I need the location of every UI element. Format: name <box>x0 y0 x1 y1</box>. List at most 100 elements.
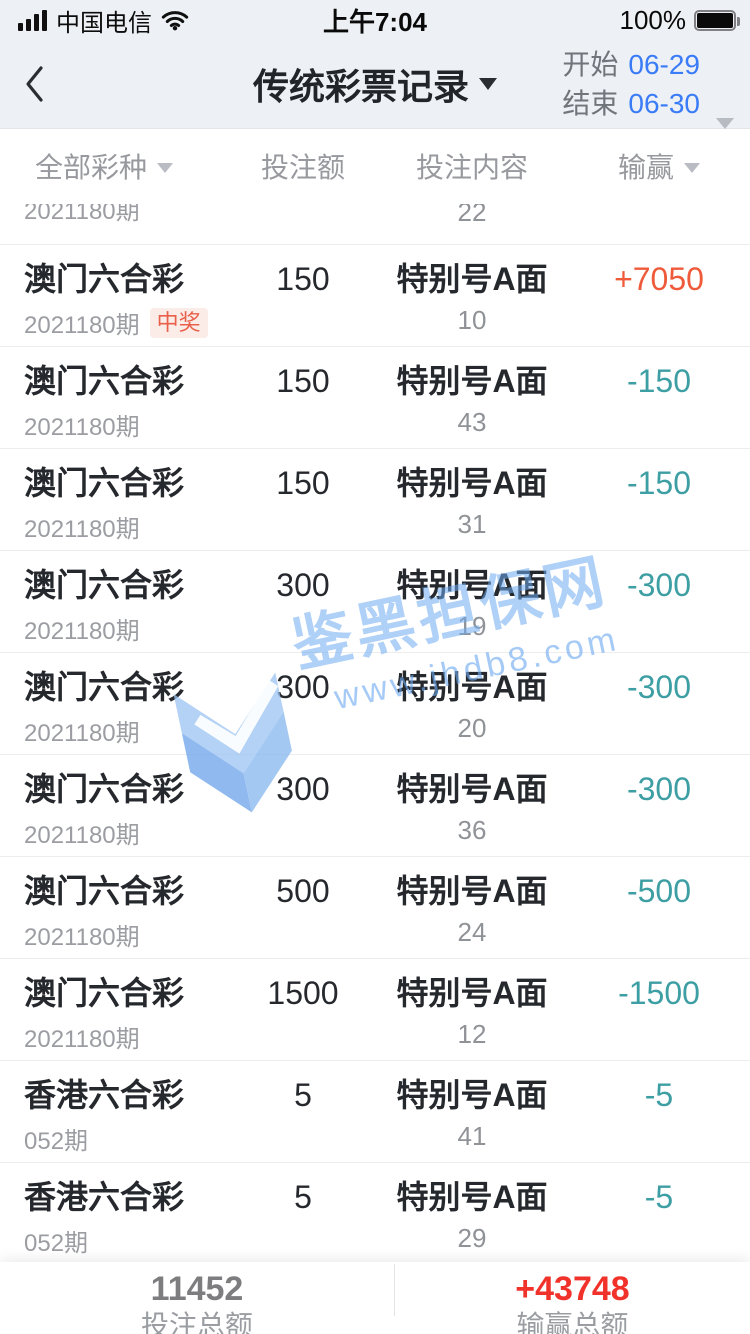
lottery-name: 澳门六合彩 <box>24 771 185 807</box>
total-result-value: +43748 <box>515 1270 630 1308</box>
lottery-name: 澳门六合彩 <box>24 363 185 399</box>
bet-amount: 500 <box>276 873 330 909</box>
bet-number: 19 <box>457 611 487 641</box>
totals-footer: 11452 投注总额 +43748 输赢总额 <box>0 1262 750 1334</box>
total-result-block: +43748 输赢总额 <box>395 1262 750 1334</box>
lottery-name: 澳门六合彩 <box>24 465 185 501</box>
lottery-name: 澳门六合彩 <box>24 975 185 1011</box>
draw-period: 052期 <box>24 1230 89 1257</box>
page-title: 传统彩票记录 <box>252 66 469 107</box>
bet-number: 36 <box>457 815 487 845</box>
record-row[interactable]: 澳门六合彩 2021180期 300 特别号A面 19 -300 <box>0 550 750 652</box>
start-date-label: 开始 <box>562 49 619 80</box>
result-value: -150 <box>626 465 692 501</box>
bet-content: 特别号A面 <box>396 975 548 1011</box>
filter-bar: 全部彩种 投注额 投注内容 输赢 <box>0 128 750 204</box>
result-value: -150 <box>626 363 692 399</box>
draw-period: 2021180期 <box>24 1026 140 1053</box>
bet-amount: 300 <box>276 771 330 807</box>
bet-content: 特别号A面 <box>396 669 548 705</box>
draw-period: 2021180期 <box>24 312 140 339</box>
chevron-left-icon <box>26 66 43 102</box>
back-button[interactable] <box>24 64 60 104</box>
bet-number: 20 <box>457 713 487 743</box>
bet-content: 特别号A面 <box>396 261 548 297</box>
record-row[interactable]: 香港六合彩 052期 5 特别号A面 29 -5 <box>0 1162 750 1262</box>
battery-percent-label: 100% <box>619 4 687 35</box>
bet-number: 24 <box>457 917 487 947</box>
bet-content: 特别号A面 <box>396 465 548 501</box>
record-row[interactable]: 香港六合彩 052期 5 特别号A面 41 -5 <box>0 1060 750 1162</box>
lottery-name: 香港六合彩 <box>24 1179 185 1215</box>
title-dropdown[interactable]: 传统彩票记录 <box>0 40 750 128</box>
bet-number: 12 <box>457 1019 487 1049</box>
result-value: -300 <box>626 567 692 603</box>
lottery-name: 澳门六合彩 <box>24 567 185 603</box>
status-bar: 中国电信 上午7:04 100% <box>0 0 750 40</box>
record-row[interactable]: 澳门六合彩 2021180期 300 特别号A面 20 -300 <box>0 652 750 754</box>
result-value: -300 <box>626 771 692 807</box>
lottery-name: 澳门六合彩 <box>24 669 185 705</box>
nav-bar: 传统彩票记录 开始 06-29 结束 06-30 <box>0 40 750 129</box>
partial-record-row[interactable]: 2021180期 22 <box>0 204 750 244</box>
bet-number: 10 <box>457 305 487 335</box>
draw-period: 2021180期 <box>24 720 140 747</box>
end-date-value[interactable]: 06-30 <box>628 88 700 119</box>
draw-period: 2021180期 <box>24 204 140 225</box>
bet-content: 特别号A面 <box>396 873 548 909</box>
clock-label: 上午7:04 <box>322 6 428 37</box>
end-date-label: 结束 <box>562 88 619 119</box>
record-row[interactable]: 澳门六合彩 2021180期 1500 特别号A面 12 -1500 <box>0 958 750 1060</box>
draw-period: 2021180期 <box>24 822 140 849</box>
cellular-signal-icon <box>18 9 47 31</box>
date-range-caret-icon[interactable] <box>716 118 734 129</box>
bet-content: 特别号A面 <box>396 771 548 807</box>
win-loss-sort[interactable]: 输赢 <box>588 146 730 186</box>
lottery-type-filter[interactable]: 全部彩种 <box>24 146 250 186</box>
record-row[interactable]: 澳门六合彩 2021180期 500 特别号A面 24 -500 <box>0 856 750 958</box>
total-bet-label: 投注总额 <box>140 1310 253 1334</box>
draw-period: 052期 <box>24 1128 89 1155</box>
bet-number: 43 <box>457 407 487 437</box>
records-list: 2021180期 22 澳门六合彩 2021180期 中奖 150 特别号A面 … <box>0 204 750 1262</box>
lottery-name: 澳门六合彩 <box>24 261 185 297</box>
wifi-icon <box>161 11 189 31</box>
result-value: -5 <box>644 1077 674 1113</box>
record-row[interactable]: 澳门六合彩 2021180期 150 特别号A面 31 -150 <box>0 448 750 550</box>
bet-number: 31 <box>457 509 487 539</box>
bet-content: 特别号A面 <box>396 1179 548 1215</box>
lottery-name: 香港六合彩 <box>24 1077 185 1113</box>
bet-number: 41 <box>457 1121 487 1151</box>
record-row[interactable]: 澳门六合彩 2021180期 300 特别号A面 36 -300 <box>0 754 750 856</box>
result-value: -5 <box>644 1179 674 1215</box>
win-loss-label: 输赢 <box>617 152 674 183</box>
record-row[interactable]: 澳门六合彩 2021180期 150 特别号A面 43 -150 <box>0 346 750 448</box>
bet-amount: 150 <box>276 363 330 399</box>
bet-amount: 5 <box>294 1077 312 1113</box>
total-bet-block: 11452 投注总额 <box>0 1262 394 1334</box>
bet-content: 特别号A面 <box>396 363 548 399</box>
chevron-down-icon <box>479 78 497 90</box>
date-range-picker[interactable]: 开始 06-29 结束 06-30 <box>562 45 700 123</box>
result-value: -300 <box>626 669 692 705</box>
result-value: -500 <box>626 873 692 909</box>
battery-icon <box>694 9 740 31</box>
draw-period: 2021180期 <box>24 516 140 543</box>
result-value: +7050 <box>614 261 704 297</box>
bet-number: 29 <box>457 1223 487 1253</box>
record-row[interactable]: 澳门六合彩 2021180期 中奖 150 特别号A面 10 +7050 <box>0 244 750 346</box>
start-date-value[interactable]: 06-29 <box>628 49 700 80</box>
bet-content: 特别号A面 <box>396 567 548 603</box>
win-badge: 中奖 <box>149 307 208 338</box>
total-bet-value: 11452 <box>150 1270 244 1308</box>
lottery-name: 澳门六合彩 <box>24 873 185 909</box>
column-header-bet-amount: 投注额 <box>260 152 345 183</box>
bet-amount: 300 <box>276 669 330 705</box>
total-result-label: 输赢总额 <box>516 1310 629 1334</box>
carrier-label: 中国电信 <box>56 9 152 37</box>
bet-content: 特别号A面 <box>396 1077 548 1113</box>
bet-amount: 5 <box>294 1179 312 1215</box>
footer-divider <box>394 1264 395 1316</box>
lottery-type-label: 全部彩种 <box>35 152 148 183</box>
